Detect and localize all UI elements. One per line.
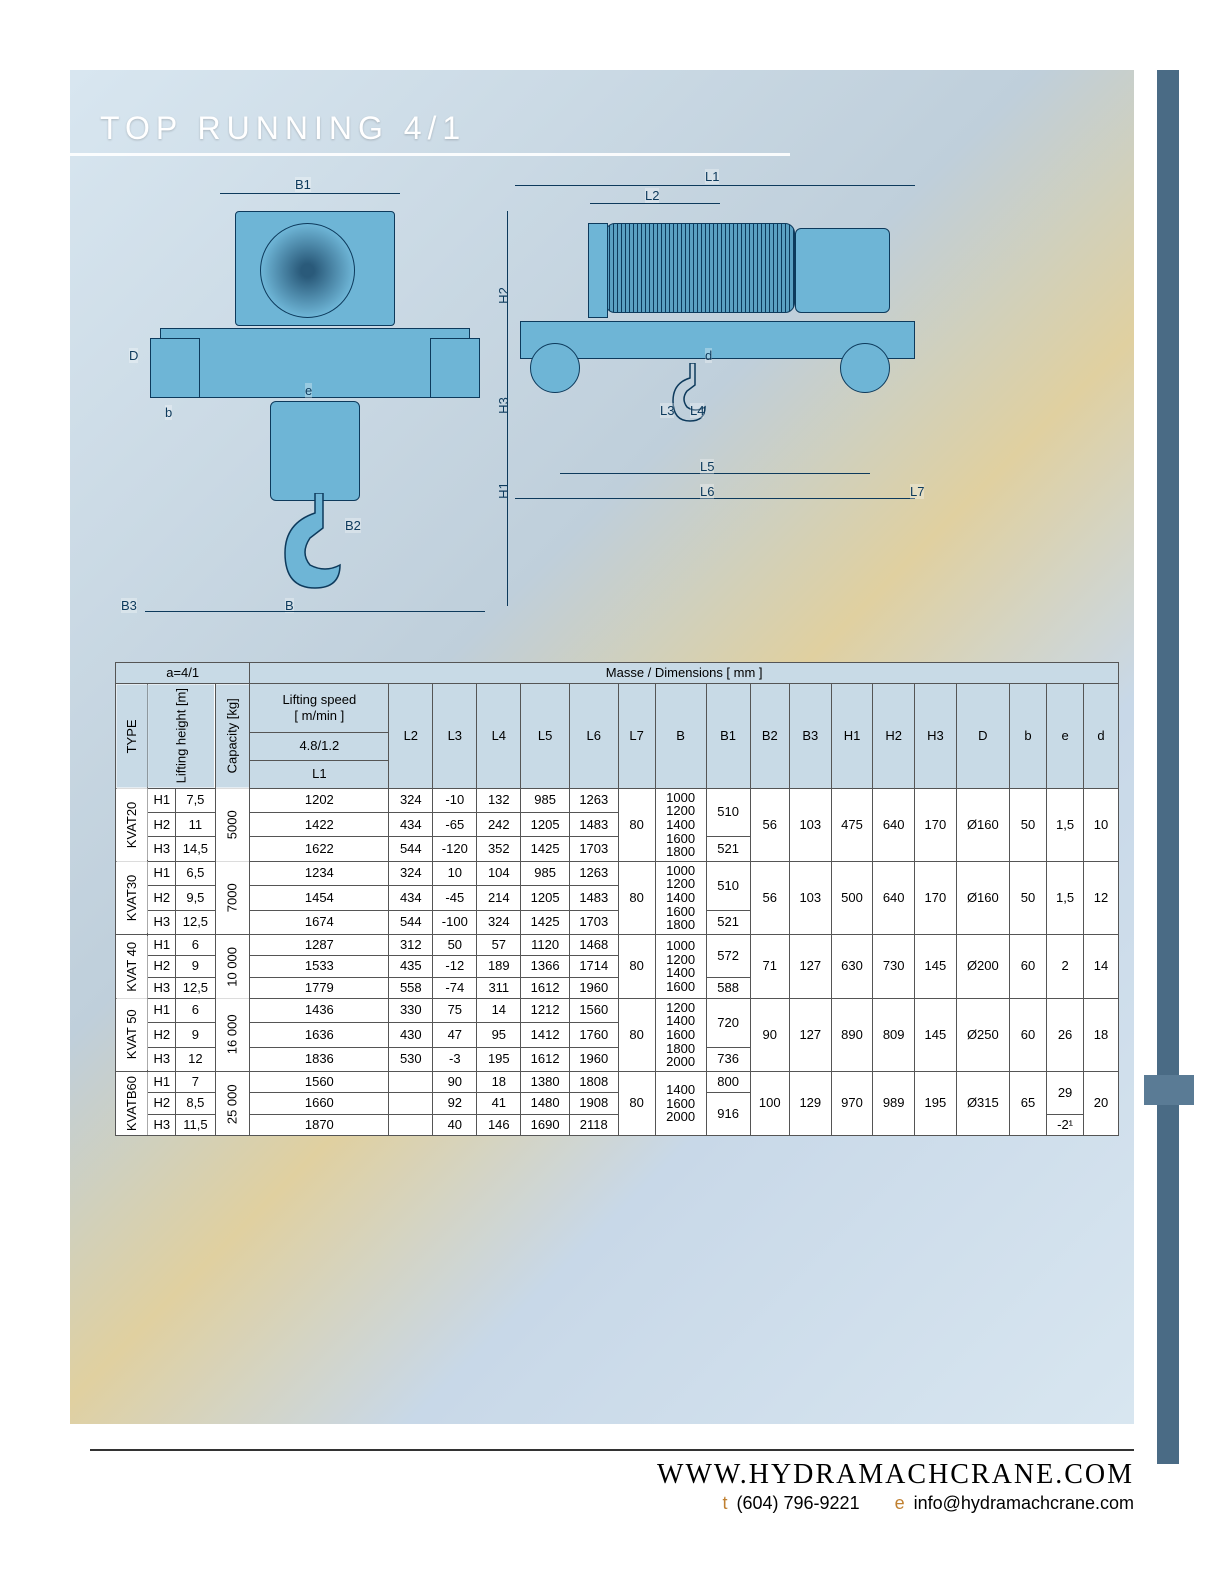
table-row: KVAT 40H1610 000128731250571120146880100… (116, 935, 1119, 956)
col-type: TYPE (116, 684, 148, 788)
table-header: a=4/1 (116, 663, 250, 684)
dim-label: B2 (345, 518, 361, 533)
phone-label: t (722, 1493, 727, 1513)
table-row: KVATB60H1725 000156090181380180880140016… (116, 1072, 1119, 1093)
front-view-diagram: B1 D b e B2 B3 B H1 H2 H3 (145, 193, 490, 613)
vertical-label: VAT ELECTRIC WIRE ROPE HOISTS (50, 97, 71, 490)
page-frame: TOP RUNNING 4/1 VAT ELECTRIC WIRE ROPE H… (70, 70, 1134, 1424)
dim-label: b (165, 405, 172, 420)
col-capacity: Capacity [kg] (215, 684, 250, 788)
dim-label: L1 (705, 169, 719, 184)
dim-label: B1 (295, 177, 311, 192)
dim-label: d (705, 348, 712, 363)
dim-label: D (129, 348, 138, 363)
dim-label: e (305, 383, 312, 398)
col-lifting-height: Lifting height [m] (148, 684, 215, 788)
footer: WWW.HYDRAMACHCRANE.COM t (604) 796-9221 … (0, 1449, 1224, 1514)
dim-label: B3 (121, 598, 137, 613)
dim-label: L5 (700, 459, 714, 474)
page-title: TOP RUNNING 4/1 (100, 110, 466, 146)
side-tab (1144, 1075, 1194, 1105)
spec-table: a=4/1 Masse / Dimensions [ mm ] TYPE Lif… (115, 662, 1119, 1136)
col-lifting-speed: Lifting speed [ m/min ] (250, 684, 389, 733)
table-row: KVAT30H16,570001234324101049851263801000… (116, 861, 1119, 885)
website: WWW.HYDRAMACHCRANE.COM (0, 1459, 1134, 1491)
side-accent-bar (1157, 70, 1179, 1464)
dim-label: L4 (690, 403, 704, 418)
hook-icon (275, 493, 355, 603)
dim-label: L2 (645, 188, 659, 203)
dim-label: L7 (910, 484, 924, 499)
dim-label: L6 (700, 484, 714, 499)
diagram-area: B1 D b e B2 B3 B H1 H2 H3 (110, 175, 1114, 635)
title-underline (70, 153, 790, 156)
phone-number: (604) 796-9221 (736, 1493, 859, 1513)
side-view-diagram: L1 L2 d L3 L4 L5 L6 L7 (510, 193, 930, 543)
email-label: e (895, 1493, 905, 1513)
dim-label: H3 (496, 397, 511, 414)
contact-line: t (604) 796-9221 e info@hydramachcrane.c… (0, 1493, 1134, 1514)
title-bar: TOP RUNNING 4/1 (70, 110, 1134, 160)
dim-label: L3 (660, 403, 674, 418)
table-row: KVAT20H17,550001202324-10132985126380100… (116, 788, 1119, 812)
table-row: KVAT 50H1616 000143633075141212156080120… (116, 998, 1119, 1022)
hook-icon (665, 363, 715, 433)
table-header: Masse / Dimensions [ mm ] (250, 663, 1119, 684)
dim-label: H1 (496, 482, 511, 499)
email-address: info@hydramachcrane.com (914, 1493, 1134, 1513)
dim-label: H2 (496, 287, 511, 304)
